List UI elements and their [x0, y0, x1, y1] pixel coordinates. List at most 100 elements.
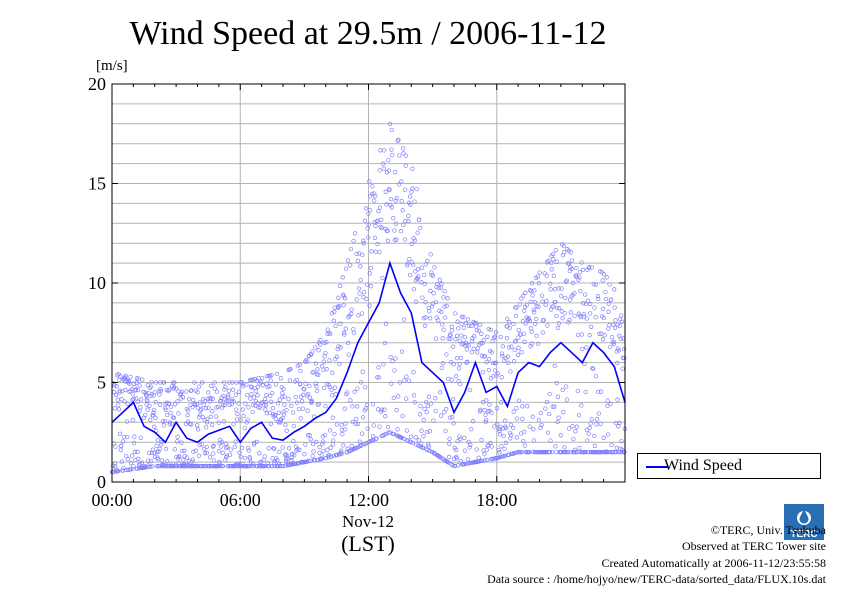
- scatter-point: [220, 463, 226, 469]
- scatter-point: [352, 389, 357, 395]
- scatter-point: [542, 271, 547, 276]
- scatter-point: [217, 399, 223, 404]
- scatter-point: [359, 380, 364, 385]
- scatter-point: [199, 442, 204, 447]
- scatter-point: [412, 238, 418, 243]
- scatter-point: [551, 273, 557, 278]
- scatter-point: [281, 386, 286, 392]
- scatter-point: [366, 222, 371, 227]
- scatter-point: [572, 313, 577, 319]
- scatter-point: [521, 308, 527, 314]
- scatter-point: [591, 366, 596, 372]
- scatter-point: [433, 396, 438, 401]
- scatter-point: [537, 270, 542, 275]
- scatter-point: [615, 360, 620, 366]
- scatter-point: [426, 444, 431, 449]
- scatter-point: [461, 315, 466, 320]
- scatter-point: [436, 285, 441, 290]
- scatter-point: [470, 419, 476, 424]
- scatter-point: [332, 309, 337, 314]
- scatter-point: [483, 458, 488, 463]
- scatter-point: [559, 286, 564, 291]
- scatter-point: [258, 459, 264, 464]
- scatter-point: [226, 388, 232, 393]
- scatter-point: [584, 316, 589, 321]
- scatter-point: [250, 377, 255, 382]
- scatter-point: [250, 461, 256, 466]
- scatter-point: [295, 447, 300, 452]
- scatter-point: [289, 403, 294, 409]
- scatter-point: [477, 409, 483, 414]
- scatter-point: [454, 456, 459, 461]
- scatter-point: [153, 415, 158, 420]
- scatter-point: [385, 228, 390, 233]
- scatter-point: [377, 424, 382, 429]
- scatter-point: [264, 411, 269, 416]
- x-timezone-label: (LST): [341, 531, 395, 556]
- scatter-point: [468, 442, 473, 447]
- scatter-point: [185, 413, 190, 418]
- scatter-point: [151, 410, 156, 415]
- scatter-point: [503, 440, 509, 445]
- scatter-point: [268, 393, 273, 398]
- scatter-point: [243, 401, 248, 406]
- scatter-point: [262, 454, 267, 459]
- scatter-point: [594, 417, 600, 422]
- scatter-point: [442, 288, 447, 294]
- scatter-point: [404, 396, 409, 401]
- scatter-point: [349, 311, 354, 316]
- scatter-point: [561, 243, 567, 249]
- scatter-point: [274, 371, 280, 377]
- scatter-point: [554, 259, 560, 264]
- scatter-point: [561, 449, 566, 455]
- scatter-point: [341, 303, 346, 308]
- logo-text: TERC: [790, 529, 817, 540]
- scatter-point: [608, 344, 613, 350]
- scatter-point: [251, 442, 257, 447]
- scatter-point: [372, 193, 378, 199]
- scatter-point: [607, 323, 612, 328]
- scatter-point: [433, 299, 438, 305]
- scatter-point: [346, 340, 351, 346]
- scatter-points: [110, 121, 628, 475]
- scatter-point: [505, 316, 510, 322]
- scatter-point: [601, 435, 606, 440]
- scatter-point: [411, 393, 417, 398]
- scatter-point: [428, 401, 434, 406]
- scatter-point: [580, 346, 585, 352]
- scatter-point: [496, 455, 501, 460]
- scatter-point: [373, 249, 378, 254]
- scatter-point: [524, 449, 529, 455]
- scatter-point: [469, 427, 474, 432]
- scatter-point: [558, 433, 563, 438]
- scatter-point: [231, 399, 236, 404]
- scatter-point: [157, 446, 162, 452]
- scatter-point: [293, 394, 298, 400]
- scatter-point: [306, 458, 311, 463]
- scatter-point: [474, 327, 480, 333]
- scatter-point: [424, 399, 429, 405]
- scatter-point: [283, 463, 288, 468]
- scatter-point: [582, 361, 587, 366]
- scatter-point: [291, 438, 296, 444]
- scatter-point: [189, 388, 194, 393]
- scatter-point: [313, 345, 318, 350]
- scatter-point: [290, 410, 296, 415]
- scatter-point: [458, 355, 464, 361]
- scatter-point: [555, 305, 560, 311]
- scatter-point: [247, 463, 252, 469]
- scatter-point: [152, 450, 157, 455]
- scatter-point: [555, 419, 560, 425]
- scatter-point: [436, 318, 441, 323]
- scatter-point: [553, 248, 558, 253]
- scatter-point: [425, 403, 431, 409]
- scatter-point: [332, 385, 338, 390]
- scatter-point: [586, 431, 591, 436]
- scatter-point: [238, 454, 243, 460]
- scatter-point: [428, 252, 433, 257]
- scatter-point: [419, 265, 425, 270]
- scatter-point: [588, 421, 593, 426]
- scatter-point: [444, 407, 449, 412]
- scatter-point: [593, 373, 599, 379]
- scatter-point: [465, 317, 471, 322]
